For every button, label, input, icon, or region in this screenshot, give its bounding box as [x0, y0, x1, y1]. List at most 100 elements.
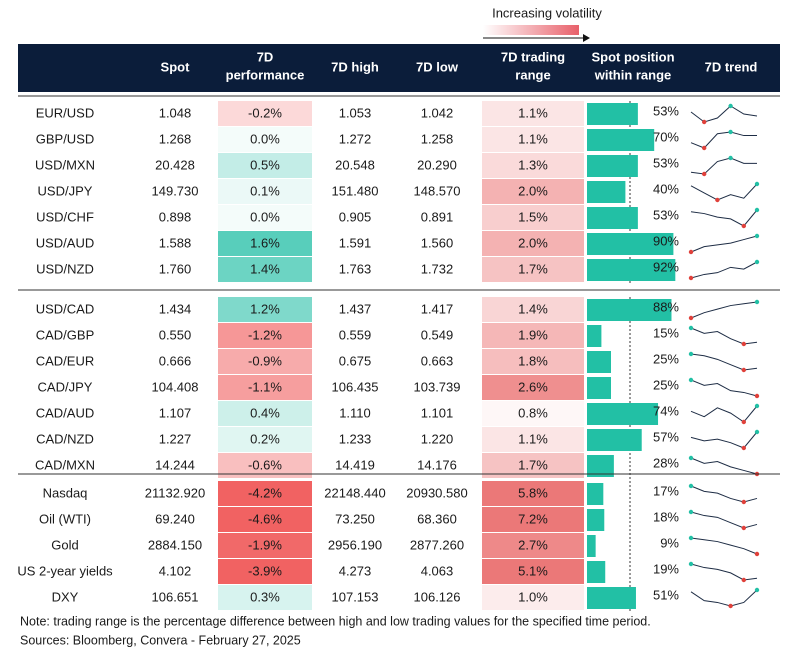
trend-min — [702, 171, 707, 177]
trend-max — [688, 561, 694, 567]
header-label: 7D trend — [705, 59, 758, 74]
cell-text: 1.434 — [159, 301, 192, 316]
cell-text: 1.7% — [518, 261, 548, 276]
cell-text: 0.905 — [339, 209, 372, 224]
position-bar — [587, 103, 638, 125]
position-bar — [587, 233, 674, 255]
position-bar — [587, 403, 659, 425]
trend-max — [688, 377, 694, 383]
performance-cell — [218, 559, 312, 584]
cell-text: Oil (WTI) — [39, 511, 91, 526]
range-cell — [482, 375, 584, 400]
cell-text: USD/NZD — [36, 261, 94, 276]
cell-text: 4.102 — [159, 563, 192, 578]
cell-text: 1.101 — [421, 405, 454, 420]
position-bar — [587, 377, 611, 399]
range-cell — [482, 585, 584, 610]
range-cell — [482, 205, 584, 230]
range-cell — [482, 153, 584, 178]
trend-min — [741, 367, 746, 373]
position-label: 90% — [653, 233, 679, 248]
cell-text: 2884.150 — [148, 537, 202, 552]
position-label: 92% — [653, 259, 679, 274]
cell-text: 2877.260 — [410, 537, 464, 552]
cell-text: 1.233 — [339, 431, 372, 446]
cell-text: 1.048 — [159, 105, 192, 120]
cell-text: Nasdaq — [43, 485, 88, 500]
cell-text: 0.5% — [250, 157, 280, 172]
header-label: 7D low — [416, 59, 459, 74]
cell-text: 106.435 — [332, 379, 379, 394]
position-bar — [587, 155, 638, 177]
cell-text: 0.0% — [250, 209, 280, 224]
cell-text: 14.419 — [335, 457, 375, 472]
trend-line — [690, 157, 757, 175]
header-label: 7D — [257, 49, 274, 64]
volatility-gradient — [483, 25, 579, 35]
header-label: range — [515, 67, 550, 82]
cell-text: 103.739 — [414, 379, 461, 394]
trend-max — [688, 351, 694, 357]
position-bar — [587, 181, 626, 203]
position-label: 18% — [653, 509, 679, 524]
trend-min — [741, 419, 746, 425]
trend-max — [754, 403, 760, 409]
cell-text: 0.0% — [250, 131, 280, 146]
cell-text: 4.273 — [339, 563, 372, 578]
trend-max — [688, 483, 694, 489]
trend-max — [728, 155, 733, 161]
cell-text: US 2-year yields — [17, 563, 113, 578]
range-cell — [482, 257, 584, 282]
trend-line — [690, 379, 758, 397]
cell-text: 1.437 — [339, 301, 372, 316]
cell-text: 1.227 — [159, 431, 192, 446]
cell-text: Gold — [51, 537, 78, 552]
trend-min — [741, 341, 746, 347]
cell-text: 107.153 — [332, 589, 379, 604]
cell-text: 1.110 — [339, 405, 371, 420]
cell-text: 1.258 — [421, 131, 454, 146]
cell-text: 0.8% — [518, 405, 548, 420]
cell-text: 0.666 — [159, 353, 192, 368]
range-cell — [482, 101, 584, 126]
cell-text: 1.220 — [421, 431, 454, 446]
cell-text: 69.240 — [155, 511, 195, 526]
position-bar — [587, 325, 602, 347]
position-label: 53% — [653, 155, 679, 170]
cell-text: USD/MXN — [35, 157, 95, 172]
cell-text: -0.9% — [248, 353, 282, 368]
range-cell — [482, 231, 584, 256]
cell-text: CAD/GBP — [36, 327, 95, 342]
cell-text: 0.1% — [250, 183, 280, 198]
cell-text: 1.9% — [518, 327, 548, 342]
position-bar — [587, 587, 636, 609]
range-cell — [482, 127, 584, 152]
trend-max — [754, 207, 760, 213]
cell-text: 151.480 — [332, 183, 379, 198]
header-label: Spot position — [591, 49, 674, 64]
trend-line — [690, 261, 758, 279]
position-bar — [587, 509, 605, 531]
cell-text: 1.7% — [518, 457, 548, 472]
trend-min — [688, 249, 694, 255]
cell-text: 14.176 — [417, 457, 457, 472]
position-label: 53% — [653, 103, 679, 118]
cell-text: 7.2% — [518, 511, 548, 526]
cell-text: 68.360 — [417, 511, 457, 526]
trend-min — [741, 499, 746, 505]
cell-text: 1.760 — [159, 261, 192, 276]
cell-text: 0.3% — [250, 589, 280, 604]
cell-text: 1.3% — [518, 157, 548, 172]
cell-text: 1.591 — [339, 235, 372, 250]
position-label: 19% — [653, 561, 679, 576]
performance-cell — [218, 585, 312, 610]
trend-max — [754, 181, 760, 187]
cell-text: 1.5% — [518, 209, 548, 224]
performance-cell — [218, 481, 312, 506]
trend-min — [754, 551, 760, 557]
cell-text: 1.560 — [421, 235, 454, 250]
trend-max — [688, 455, 694, 461]
cell-text: -1.2% — [248, 327, 282, 342]
trend-line — [690, 301, 758, 319]
trend-min — [741, 577, 746, 583]
